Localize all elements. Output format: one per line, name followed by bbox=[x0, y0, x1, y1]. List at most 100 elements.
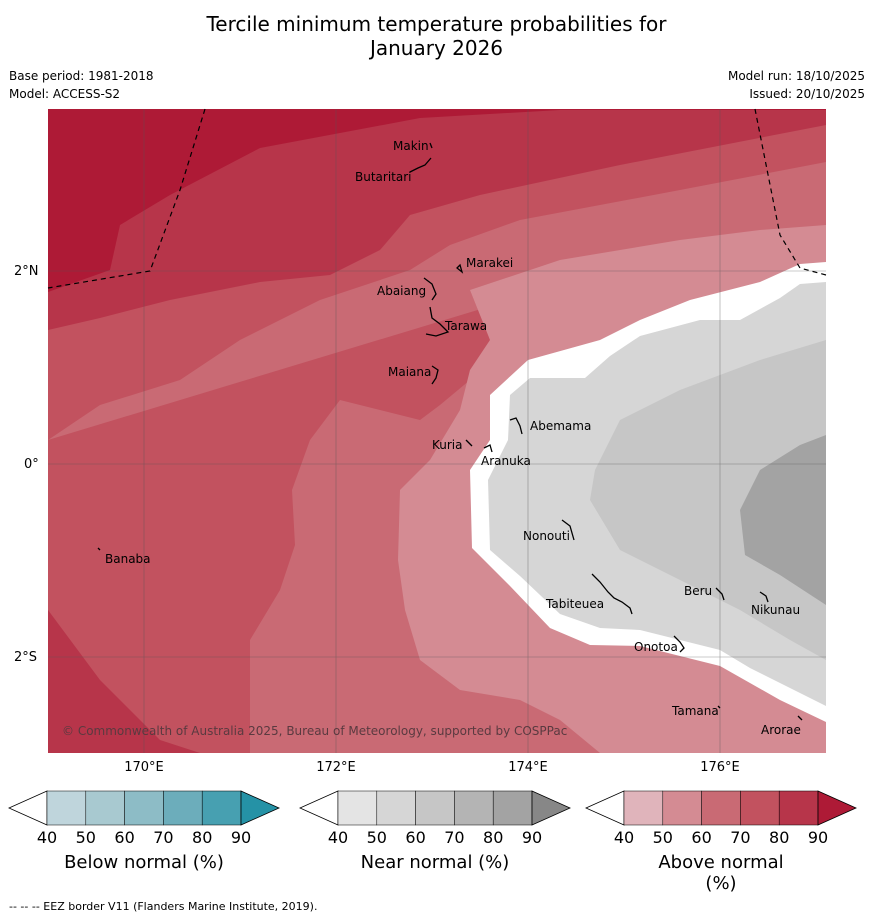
place-tamana: Tamana bbox=[672, 704, 719, 718]
colorbar-0-tick-70: 70 bbox=[153, 828, 174, 847]
colorbar-2-segment-3 bbox=[740, 790, 780, 826]
colorbar-0-tick-90: 90 bbox=[230, 828, 252, 847]
band-near-60 bbox=[590, 340, 826, 660]
colorbar-2-segment-0 bbox=[623, 790, 664, 826]
issued-date: Issued: 20/10/2025 bbox=[749, 87, 865, 101]
colorbar-2-tick-40: 40 bbox=[613, 828, 635, 847]
island-nonouti bbox=[561, 519, 575, 541]
colorbar-2-low-extend bbox=[585, 790, 625, 826]
grid-lines bbox=[48, 109, 826, 753]
colorbar-0-tick-80: 80 bbox=[192, 828, 213, 847]
island-abaiang bbox=[423, 277, 437, 301]
colorbars bbox=[8, 790, 857, 826]
colorbar-label-above: Above normal (%) bbox=[658, 852, 784, 894]
model-name: Model: ACCESS-S2 bbox=[9, 87, 121, 101]
colorbar-1-tick-70: 70 bbox=[444, 828, 465, 847]
place-nikunau: Nikunau bbox=[751, 603, 801, 617]
colorbar-2-high-extend bbox=[817, 790, 857, 826]
island-abemama bbox=[509, 417, 523, 435]
place-marakei: Marakei bbox=[466, 256, 514, 270]
place-beru: Beru bbox=[684, 584, 713, 598]
colorbar-0-segment-3 bbox=[163, 790, 203, 826]
island-nikunau bbox=[759, 591, 769, 603]
island-onotoa bbox=[673, 635, 685, 653]
band-above-80-south bbox=[48, 610, 200, 753]
place-butaritari: Butaritari bbox=[355, 170, 412, 184]
place-abaiang: Abaiang bbox=[377, 284, 427, 298]
colorbar-label-below: Below normal (%) bbox=[64, 852, 224, 873]
colorbar-2-tick-50: 50 bbox=[652, 828, 673, 847]
colorbar-1-segment-2 bbox=[415, 790, 455, 826]
base-period: Base period: 1981-2018 bbox=[9, 69, 154, 83]
colorbar-0-tick-40: 40 bbox=[36, 828, 58, 847]
lon-label-176e: 176°E bbox=[700, 760, 740, 775]
colorbar-0-segment-4 bbox=[201, 790, 242, 826]
copyright-notice: © Commonwealth of Australia 2025, Bureau… bbox=[62, 724, 568, 738]
colorbar-1-tick-50: 50 bbox=[366, 828, 387, 847]
lat-label-0: 0° bbox=[24, 457, 39, 472]
colorbar-0-segment-0 bbox=[46, 790, 87, 826]
meta-left: Base period: 1981-2018 Model: ACCESS-S2 bbox=[9, 67, 154, 103]
place-tarawa: Tarawa bbox=[445, 319, 488, 333]
colorbar-2-segment-1 bbox=[662, 790, 702, 826]
colorbar-2-tick-70: 70 bbox=[730, 828, 751, 847]
colorbar-1-tick-80: 80 bbox=[483, 828, 504, 847]
colorbar-0-segment-2 bbox=[124, 790, 164, 826]
island-aranuka bbox=[483, 444, 493, 453]
lon-label-170e: 170°E bbox=[124, 760, 164, 775]
island-beru bbox=[715, 587, 725, 601]
colorbar-0-low-extend bbox=[8, 790, 48, 826]
colorbar-1-segment-4 bbox=[492, 790, 533, 826]
colorbar-1-tick-40: 40 bbox=[327, 828, 349, 847]
lat-label-2s: 2°S bbox=[14, 650, 38, 665]
colorbar-1-high-extend bbox=[531, 790, 571, 826]
chart-title: Tercile minimum temperature probabilitie… bbox=[0, 12, 873, 60]
place-tabiteuea: Tabiteuea bbox=[546, 597, 605, 611]
place-nonouti: Nonouti bbox=[523, 529, 570, 543]
colorbar-1-tick-90: 90 bbox=[521, 828, 543, 847]
meta-right: Model run: 18/10/2025 Issued: 20/10/2025 bbox=[728, 67, 865, 103]
place-maiana: Maiana bbox=[388, 365, 432, 379]
colorbar-0-segment-1 bbox=[85, 790, 125, 826]
island-banaba bbox=[97, 547, 101, 551]
colorbar-label-near: Near normal (%) bbox=[360, 852, 510, 873]
colorbar-2-segment-4 bbox=[778, 790, 819, 826]
island-maiana bbox=[431, 365, 439, 385]
island-marakei bbox=[456, 263, 464, 274]
place-banaba: Banaba bbox=[105, 552, 151, 566]
colorbar-2-tick-80: 80 bbox=[769, 828, 790, 847]
colorbar-2-segment-2 bbox=[701, 790, 741, 826]
place-onotoa: Onotoa bbox=[634, 640, 678, 654]
title-line-2: January 2026 bbox=[369, 36, 504, 60]
island-makin bbox=[429, 142, 433, 149]
eez-legend-footer: -- -- -- EEZ border V11 (Flanders Marine… bbox=[9, 900, 318, 913]
colorbar-1-segment-0 bbox=[337, 790, 378, 826]
place-arorae: Arorae bbox=[761, 723, 801, 737]
title-line-1: Tercile minimum temperature probabilitie… bbox=[206, 12, 667, 36]
eez-borders bbox=[47, 108, 827, 289]
colorbar-1-segment-3 bbox=[454, 790, 494, 826]
colorbar-0-tick-50: 50 bbox=[75, 828, 96, 847]
band-above-90 bbox=[48, 109, 826, 292]
place-makin: Makin bbox=[393, 139, 429, 153]
island-tabiteuea bbox=[591, 573, 633, 615]
colorbar-2-tick-60: 60 bbox=[691, 828, 712, 847]
place-kuria: Kuria bbox=[432, 438, 463, 452]
band-near-70 bbox=[740, 435, 826, 605]
colorbar-0-high-extend bbox=[240, 790, 280, 826]
colorbar-1-tick-60: 60 bbox=[405, 828, 426, 847]
lon-label-174e: 174°E bbox=[508, 760, 548, 775]
colorbar-2-tick-90: 90 bbox=[807, 828, 829, 847]
model-run: Model run: 18/10/2025 bbox=[727, 69, 865, 83]
island-butaritari bbox=[409, 157, 432, 173]
colorbar-1-segment-1 bbox=[376, 790, 416, 826]
island-kuria bbox=[465, 439, 473, 447]
island-tarawa bbox=[425, 306, 450, 337]
place-abemama: Abemama bbox=[530, 419, 592, 433]
island-tamana bbox=[717, 705, 721, 709]
place-aranuka: Aranuka bbox=[481, 454, 531, 468]
colorbar-0-tick-60: 60 bbox=[114, 828, 135, 847]
lon-label-172e: 172°E bbox=[316, 760, 356, 775]
island-arorae bbox=[797, 715, 803, 721]
